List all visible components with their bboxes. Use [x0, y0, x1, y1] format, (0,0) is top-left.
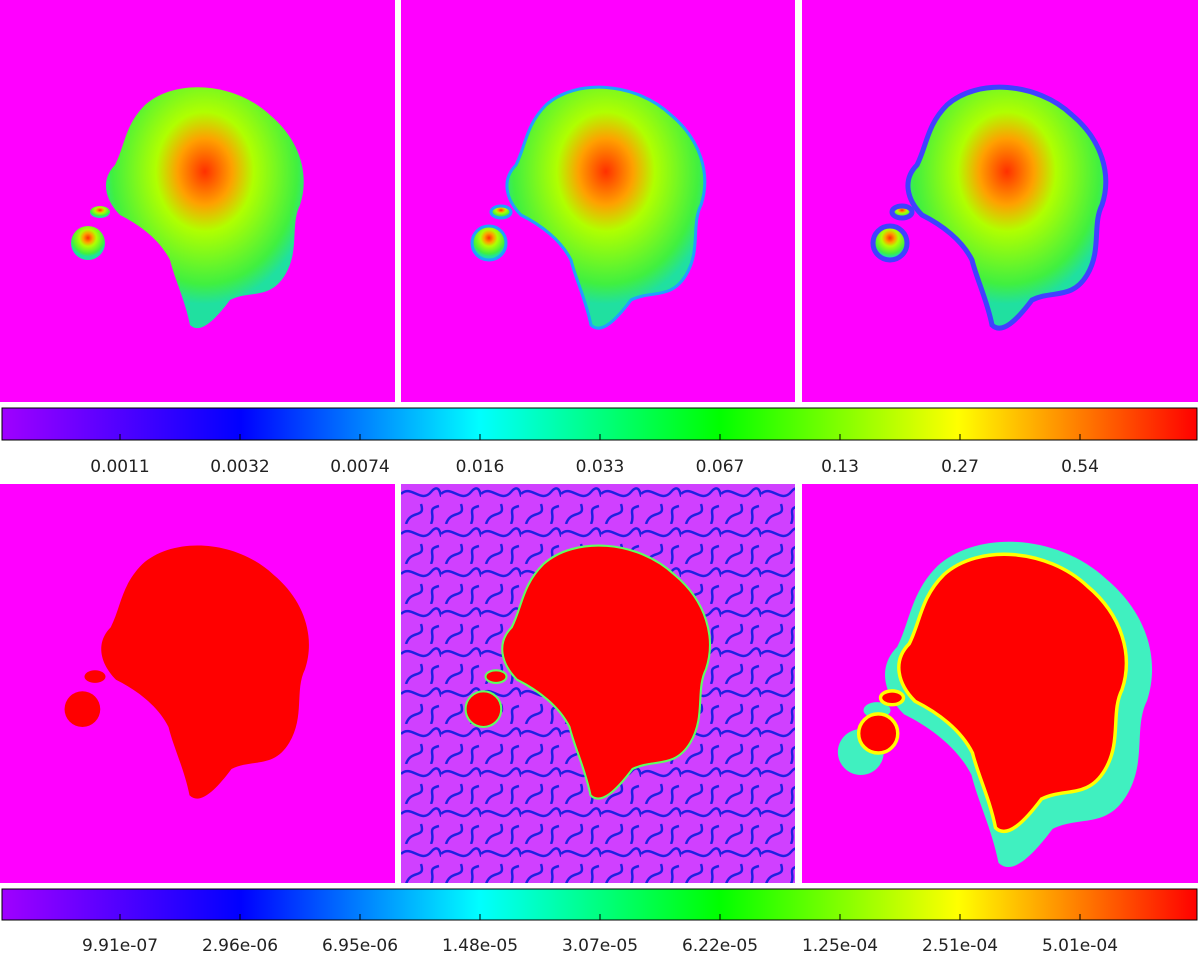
tick-label: 0.0074: [330, 457, 389, 477]
panel: [802, 0, 1198, 402]
colorbar-ticks: 0.0011 0.0032 0.0074 0.016 0.033 0.067 0.13 0.2…: [90, 434, 1099, 477]
tick-label: 2.96e-06: [202, 936, 278, 956]
tick-label: 0.016: [456, 457, 505, 477]
tick-label: 2.51e-04: [922, 936, 998, 956]
colorbar-ticks: 9.91e-07 2.96e-06 6.95e-06 1.48e-05 3.07e-05…: [82, 914, 1118, 956]
tick-label: 1.25e-04: [802, 936, 878, 956]
tick-label: 1.48e-05: [442, 936, 518, 956]
tick-label: 0.0032: [210, 457, 269, 477]
tick-label: 0.27: [941, 457, 979, 477]
tick-label: 0.067: [696, 457, 745, 477]
tick-label: 0.0011: [90, 457, 149, 477]
tick-label: 9.91e-07: [82, 936, 158, 956]
tick-label: 6.22e-05: [682, 936, 758, 956]
tick-label: 5.01e-04: [1042, 936, 1118, 956]
panel: [0, 0, 395, 402]
tick-label: 0.13: [821, 457, 859, 477]
panel: [802, 484, 1198, 883]
tick-label: 0.033: [576, 457, 625, 477]
panel: [401, 0, 795, 402]
tick-label: 6.95e-06: [322, 936, 398, 956]
panel: [401, 484, 795, 883]
panel: [0, 484, 395, 883]
tick-label: 0.54: [1061, 457, 1099, 477]
tick-label: 3.07e-05: [562, 936, 638, 956]
